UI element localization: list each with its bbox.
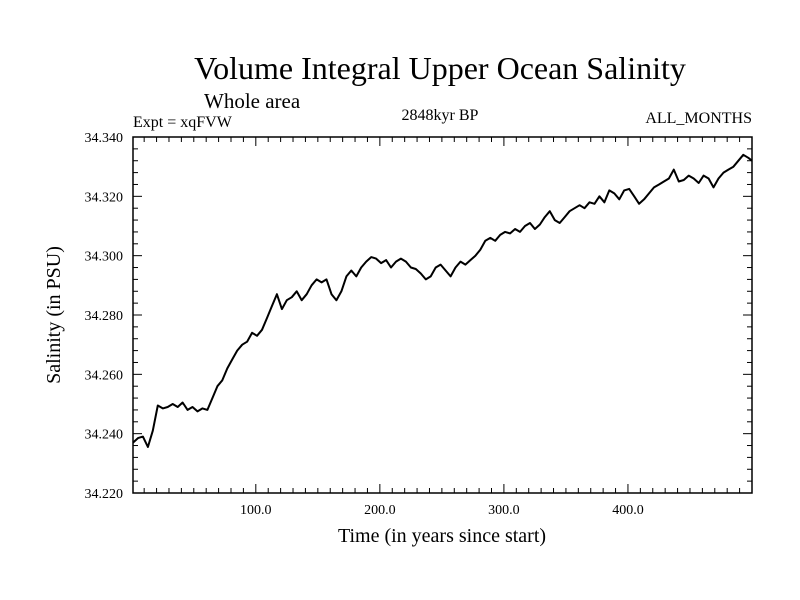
experiment-label: Expt = xqFVW [133,114,233,131]
axis-ticks [133,137,752,493]
x-tick-label: 300.0 [488,503,520,518]
y-tick-label: 34.220 [85,487,124,502]
x-axis-label: Time (in years since start) [338,525,546,547]
y-axis-label: Salinity (in PSU) [43,246,65,384]
axis-tick-labels: 100.0 200.0 300.0 400.0 34.220 34.240 34.260 34… [85,131,644,518]
chart-subtitle: Whole area [204,89,301,113]
period-label: 2848kyr BP [402,107,479,124]
y-tick-label: 34.240 [85,428,124,443]
y-tick-label: 34.260 [85,368,124,383]
x-tick-label: 100.0 [240,503,272,518]
months-label: ALL_MONTHS [645,110,752,127]
x-tick-label: 200.0 [364,503,396,518]
plot-frame [132,136,753,494]
y-tick-label: 34.280 [85,309,124,324]
y-tick-label: 34.340 [85,131,124,146]
salinity-series-line [132,153,753,448]
chart-title: Volume Integral Upper Ocean Salinity [194,50,686,86]
y-tick-label: 34.300 [85,250,124,265]
y-tick-label: 34.320 [85,190,124,205]
x-tick-label: 400.0 [612,503,644,518]
